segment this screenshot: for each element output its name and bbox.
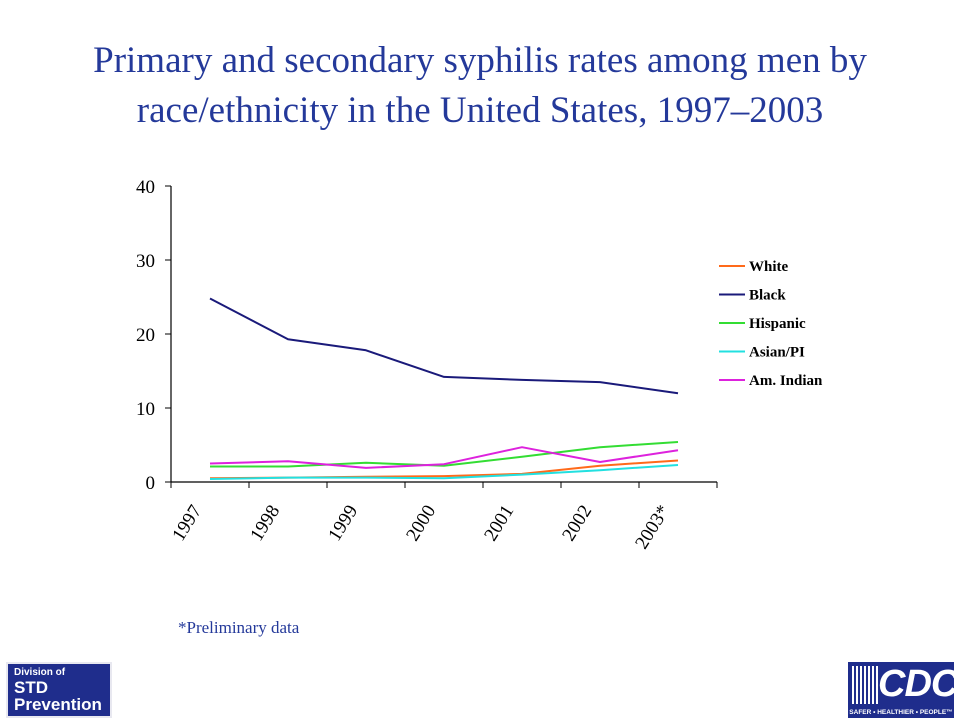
x-tick-label: 2003* (631, 502, 674, 553)
cdc-logo-stripes (852, 666, 878, 704)
x-tick-label: 2000 (402, 502, 440, 545)
title-line-1: Primary and secondary syphilis rates amo… (93, 40, 867, 81)
title-line-2: race/ethnicity in the United States, 199… (136, 90, 824, 131)
preliminary-data-footnote: *Preliminary data (178, 618, 300, 637)
series-line (209, 446, 679, 469)
legend-label: Am. Indian (749, 373, 823, 389)
cdc-logo-letters: CDC (878, 663, 954, 705)
legend-label: White (749, 259, 789, 275)
chart-legend: White Black Hispanic Asian/PI Am. Indian (719, 259, 823, 389)
x-tick-labels: 1997 1998 1999 2000 2001 2002 2003* (168, 502, 674, 553)
cdc-logo: CDC SAFER • HEALTHIER • PEOPLE™ (848, 662, 954, 718)
x-tick-label: 1997 (168, 502, 206, 545)
chart-axes (165, 185, 718, 488)
y-tick-label: 20 (136, 325, 155, 346)
y-tick-label: 0 (146, 473, 156, 494)
std-logo-line-3: Prevention (14, 695, 102, 714)
x-tick-label: 1998 (246, 502, 284, 545)
series-line (210, 441, 679, 468)
chart-title: Primary and secondary syphilis rates amo… (0, 36, 960, 136)
std-logo-line-2: STD (14, 678, 48, 697)
std-prevention-logo: Division of STD Prevention (6, 662, 112, 718)
legend-label: Black (749, 288, 786, 304)
cdc-logo-tagline: SAFER • HEALTHIER • PEOPLE™ (849, 709, 953, 716)
series-lines (209, 297, 679, 480)
legend-label: Asian/PI (749, 345, 805, 361)
series-line (209, 464, 679, 480)
x-tick-label: 1999 (324, 502, 362, 545)
x-tick-label: 2002 (558, 502, 596, 545)
std-logo-line-1: Division of (14, 667, 66, 678)
series-line (209, 297, 679, 395)
y-tick-label: 10 (136, 399, 155, 420)
y-tick-labels: 0 10 20 30 40 (136, 177, 155, 494)
legend-label: Hispanic (749, 316, 806, 332)
y-tick-label: 40 (136, 177, 155, 198)
x-tick-label: 2001 (480, 502, 518, 545)
y-tick-label: 30 (136, 251, 155, 272)
